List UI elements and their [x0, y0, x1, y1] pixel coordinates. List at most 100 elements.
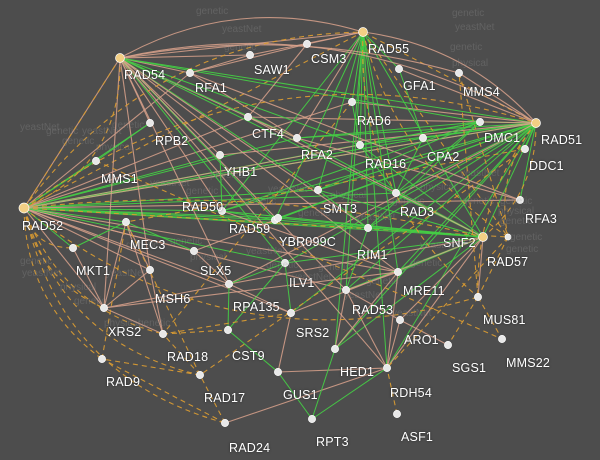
- graph-node[interactable]: [395, 65, 403, 73]
- graph-node[interactable]: [18, 202, 30, 214]
- graph-node[interactable]: [221, 419, 229, 427]
- graph-edge: [447, 296, 479, 346]
- graph-node[interactable]: [392, 189, 400, 197]
- graph-edge: [296, 137, 521, 201]
- graph-node[interactable]: [331, 345, 339, 353]
- graph-edge: [247, 116, 484, 238]
- graph-node[interactable]: [216, 151, 224, 159]
- graph-node[interactable]: [225, 280, 233, 288]
- graph-node[interactable]: [146, 266, 154, 274]
- graph-node[interactable]: [186, 69, 194, 77]
- graph-node[interactable]: [455, 69, 463, 77]
- graph-node[interactable]: [474, 293, 482, 301]
- graph-node[interactable]: [218, 207, 226, 215]
- graph-edge: [284, 262, 292, 314]
- graph-node[interactable]: [348, 98, 356, 106]
- graph-edge-arc: [23, 57, 121, 209]
- graph-edge: [23, 207, 105, 309]
- graph-edge: [149, 269, 164, 335]
- graph-node[interactable]: [92, 157, 100, 165]
- graph-edge: [228, 283, 292, 314]
- graph-node[interactable]: [356, 141, 364, 149]
- graph-edge: [125, 221, 201, 376]
- graph-node[interactable]: [364, 224, 372, 232]
- graph-node[interactable]: [358, 27, 368, 37]
- graph-edge: [362, 31, 537, 124]
- graph-node[interactable]: [115, 53, 125, 63]
- graph-edge: [189, 54, 251, 74]
- graph-edge: [23, 189, 319, 209]
- graph-node[interactable]: [287, 309, 295, 317]
- graph-edge: [399, 236, 484, 321]
- graph-node[interactable]: [308, 415, 316, 423]
- graph-node[interactable]: [281, 259, 289, 267]
- graph-node[interactable]: [444, 341, 452, 349]
- graph-edge: [311, 348, 336, 420]
- graph-edge: [119, 57, 537, 124]
- graph-node[interactable]: [314, 186, 322, 194]
- graph-edge: [362, 31, 388, 369]
- graph-edge: [345, 289, 388, 369]
- graph-edge: [482, 122, 537, 238]
- graph-edge: [103, 269, 151, 309]
- graph-edge: [23, 72, 191, 209]
- graph-edge: [334, 271, 399, 350]
- graph-edge: [125, 221, 195, 252]
- graph-node[interactable]: [274, 214, 282, 222]
- graph-node[interactable]: [224, 326, 232, 334]
- graph-node[interactable]: [159, 330, 167, 338]
- graph-edge: [221, 122, 537, 212]
- graph-node[interactable]: [146, 119, 154, 127]
- graph-node[interactable]: [293, 134, 301, 142]
- graph-edge: [23, 137, 298, 209]
- graph-edge-arc: [23, 207, 103, 360]
- graph-node[interactable]: [303, 40, 311, 48]
- graph-node[interactable]: [69, 244, 77, 252]
- graph-edge: [119, 57, 151, 271]
- graph-edge: [103, 307, 164, 335]
- graph-node[interactable]: [516, 196, 524, 204]
- graph-edge-arc: [23, 31, 364, 209]
- graph-edge: [345, 122, 537, 291]
- graph-edge-arc: [23, 93, 537, 209]
- graph-node[interactable]: [393, 410, 401, 418]
- graph-edge: [119, 57, 481, 123]
- graph-edge: [386, 236, 484, 369]
- graph-edge: [193, 219, 276, 252]
- graph-edge: [274, 219, 484, 238]
- graph-edge: [345, 227, 369, 291]
- graph-edge: [398, 68, 537, 124]
- graph-node[interactable]: [478, 232, 488, 242]
- graph-edge-arc: [362, 31, 537, 124]
- graph-node[interactable]: [244, 113, 252, 121]
- graph-edge: [284, 236, 484, 264]
- graph-edge: [386, 236, 509, 369]
- graph-node[interactable]: [531, 118, 541, 128]
- graph-node[interactable]: [394, 268, 402, 276]
- graph-node[interactable]: [396, 316, 404, 324]
- graph-node[interactable]: [196, 371, 204, 379]
- graph-edge: [23, 207, 230, 285]
- graph-node[interactable]: [122, 218, 130, 226]
- graph-node[interactable]: [190, 247, 198, 255]
- graph-edge: [23, 116, 249, 209]
- graph-node[interactable]: [504, 233, 512, 241]
- graph-node[interactable]: [342, 286, 350, 294]
- graph-node[interactable]: [498, 335, 506, 343]
- graph-node[interactable]: [383, 364, 391, 372]
- graph-edge: [119, 57, 347, 291]
- graph-edge: [228, 262, 286, 285]
- graph-node[interactable]: [419, 134, 427, 142]
- graph-edge: [221, 210, 276, 221]
- graph-edge: [351, 101, 361, 146]
- graph-edge: [23, 160, 97, 209]
- graph-node[interactable]: [274, 368, 282, 376]
- graph-node[interactable]: [521, 145, 529, 153]
- graph-node[interactable]: [476, 118, 484, 126]
- graph-edge-arc: [362, 31, 479, 298]
- graph-edge: [23, 207, 399, 273]
- graph-node[interactable]: [246, 51, 254, 59]
- graph-node[interactable]: [98, 355, 106, 363]
- graph-node[interactable]: [100, 304, 108, 312]
